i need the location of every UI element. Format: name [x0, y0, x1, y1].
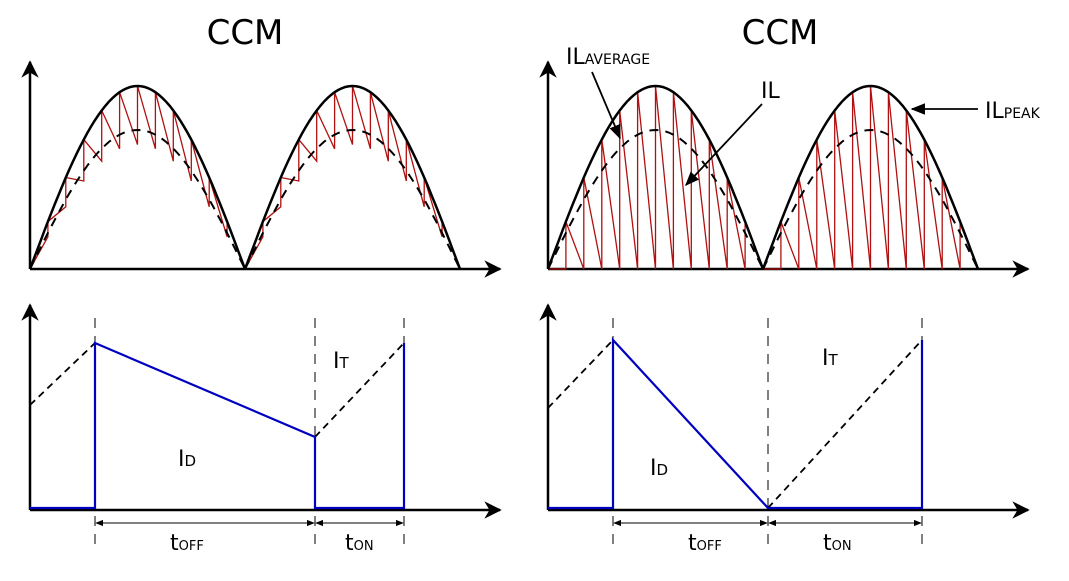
right-inductor-current-sawtooth-2 [763, 85, 979, 270]
right-peak-envelope-1 [546, 84, 765, 270]
right-diode-current-waveform [548, 337, 924, 510]
right-switch-ramp-2 [767, 339, 923, 509]
left-switch-ramp-2 [314, 342, 405, 438]
left-peak-envelope-2 [243, 84, 462, 270]
left-average-envelope-1 [29, 128, 246, 270]
right-diode-current-label: ID [650, 456, 668, 481]
il-pointer-arrow [685, 103, 763, 187]
il-label: IL [761, 79, 780, 104]
right-toff-label: tOFF [688, 531, 722, 556]
il-peak-label: ILPEAK [985, 99, 1041, 124]
right-average-envelope-2 [762, 128, 979, 270]
left-switch-ramp-1 [29, 342, 96, 406]
il-average-pointer-arrow [591, 71, 621, 140]
right-ton-label: tON [823, 531, 852, 556]
il-average-label: ILAVERAGE [566, 45, 650, 70]
left-inductor-current-sawtooth-2 [244, 85, 461, 270]
right-peak-envelope-2 [761, 84, 980, 270]
left-diode-current-waveform [30, 341, 406, 510]
left-peak-envelope-1 [28, 84, 247, 270]
right-switch-ramp-1 [547, 339, 614, 409]
left-average-envelope-2 [244, 128, 461, 270]
left-switch-current-label: IT [333, 349, 350, 374]
left-toff-label: tOFF [170, 531, 204, 556]
left-diode-current-label: ID [178, 447, 196, 472]
left-title: CCM [207, 13, 284, 53]
right-inductor-current-sawtooth-1 [548, 85, 764, 270]
left-inductor-current-sawtooth-1 [29, 85, 246, 270]
right-switch-current-label: IT [822, 346, 839, 371]
right-title: CCM [742, 13, 819, 53]
right-average-envelope-1 [547, 128, 764, 270]
left-ton-label: tON [345, 531, 374, 556]
